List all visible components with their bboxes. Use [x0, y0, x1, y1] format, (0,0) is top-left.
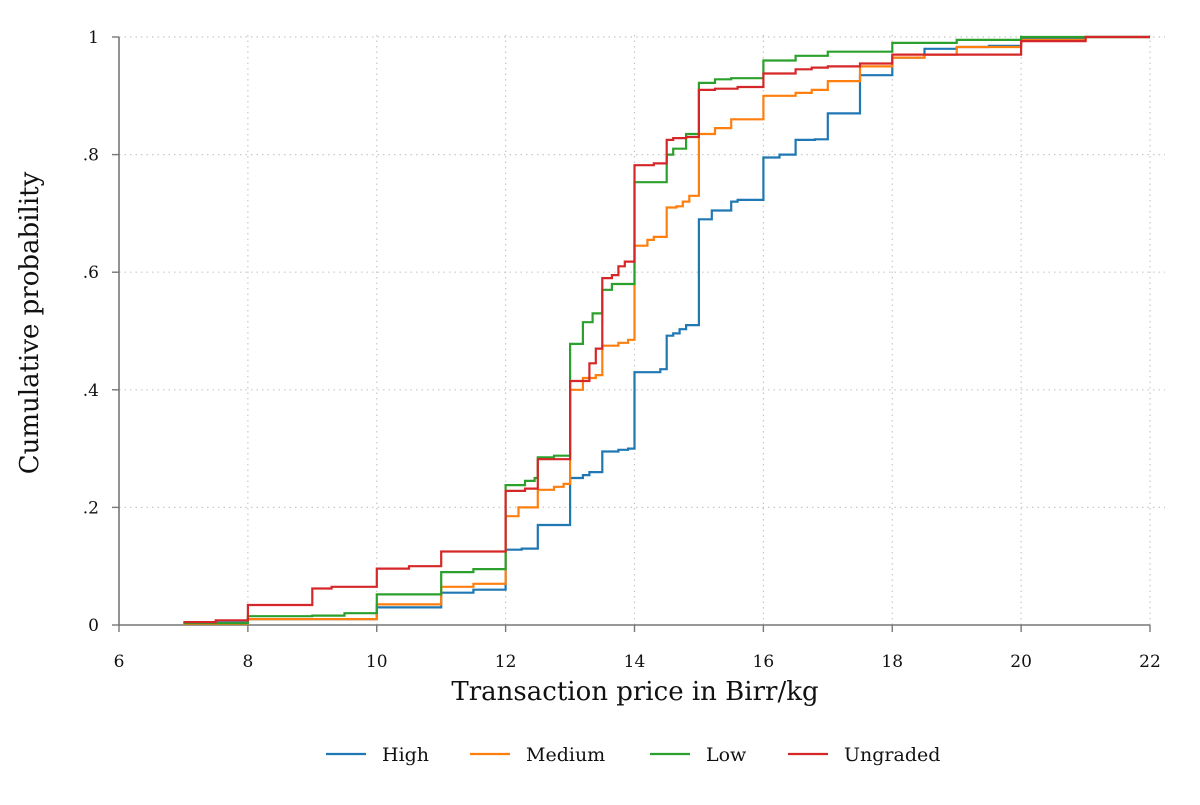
y-tick-label: 0: [88, 616, 99, 636]
legend-label: Medium: [526, 744, 605, 766]
legend-item-ungraded: Ungraded: [788, 744, 940, 766]
series-line-high: [183, 35, 1150, 624]
x-tick-label: 16: [753, 652, 775, 672]
x-tick-label: 12: [495, 652, 517, 672]
y-axis-title: Cumulative probability: [15, 171, 45, 474]
legend: High Medium Low Ungraded: [326, 744, 940, 766]
legend-item-low: Low: [650, 744, 747, 766]
series-line-medium: [183, 35, 1150, 625]
x-tick-label: 6: [114, 652, 125, 672]
y-tick-label: .8: [83, 146, 99, 166]
legend-label: Ungraded: [844, 744, 940, 766]
series-layer: [183, 35, 1150, 625]
legend-label: High: [382, 744, 429, 766]
x-tick-label: 18: [881, 652, 903, 672]
x-tick-label: 20: [1010, 652, 1032, 672]
x-tick-label: 10: [366, 652, 388, 672]
series-line-low: [183, 35, 1150, 625]
series-line-ungraded: [183, 35, 1150, 624]
grid-layer: [119, 31, 1165, 625]
x-tick-label: 8: [242, 652, 253, 672]
y-tick-label: 1: [88, 28, 99, 48]
x-tick-label: 22: [1139, 652, 1161, 672]
y-tick-label: .4: [83, 381, 99, 401]
x-tick-label: 14: [624, 652, 646, 672]
legend-item-medium: Medium: [470, 744, 605, 766]
y-tick-label: .6: [83, 263, 99, 283]
legend-item-high: High: [326, 744, 429, 766]
x-axis-title: Transaction price in Birr/kg: [451, 677, 818, 707]
y-tick-label: .2: [83, 498, 99, 518]
axes-layer: 6 8 10 12 14 16 18 20 22 0 .2 .4 .6 .8 1: [83, 28, 1161, 672]
legend-label: Low: [706, 744, 747, 766]
